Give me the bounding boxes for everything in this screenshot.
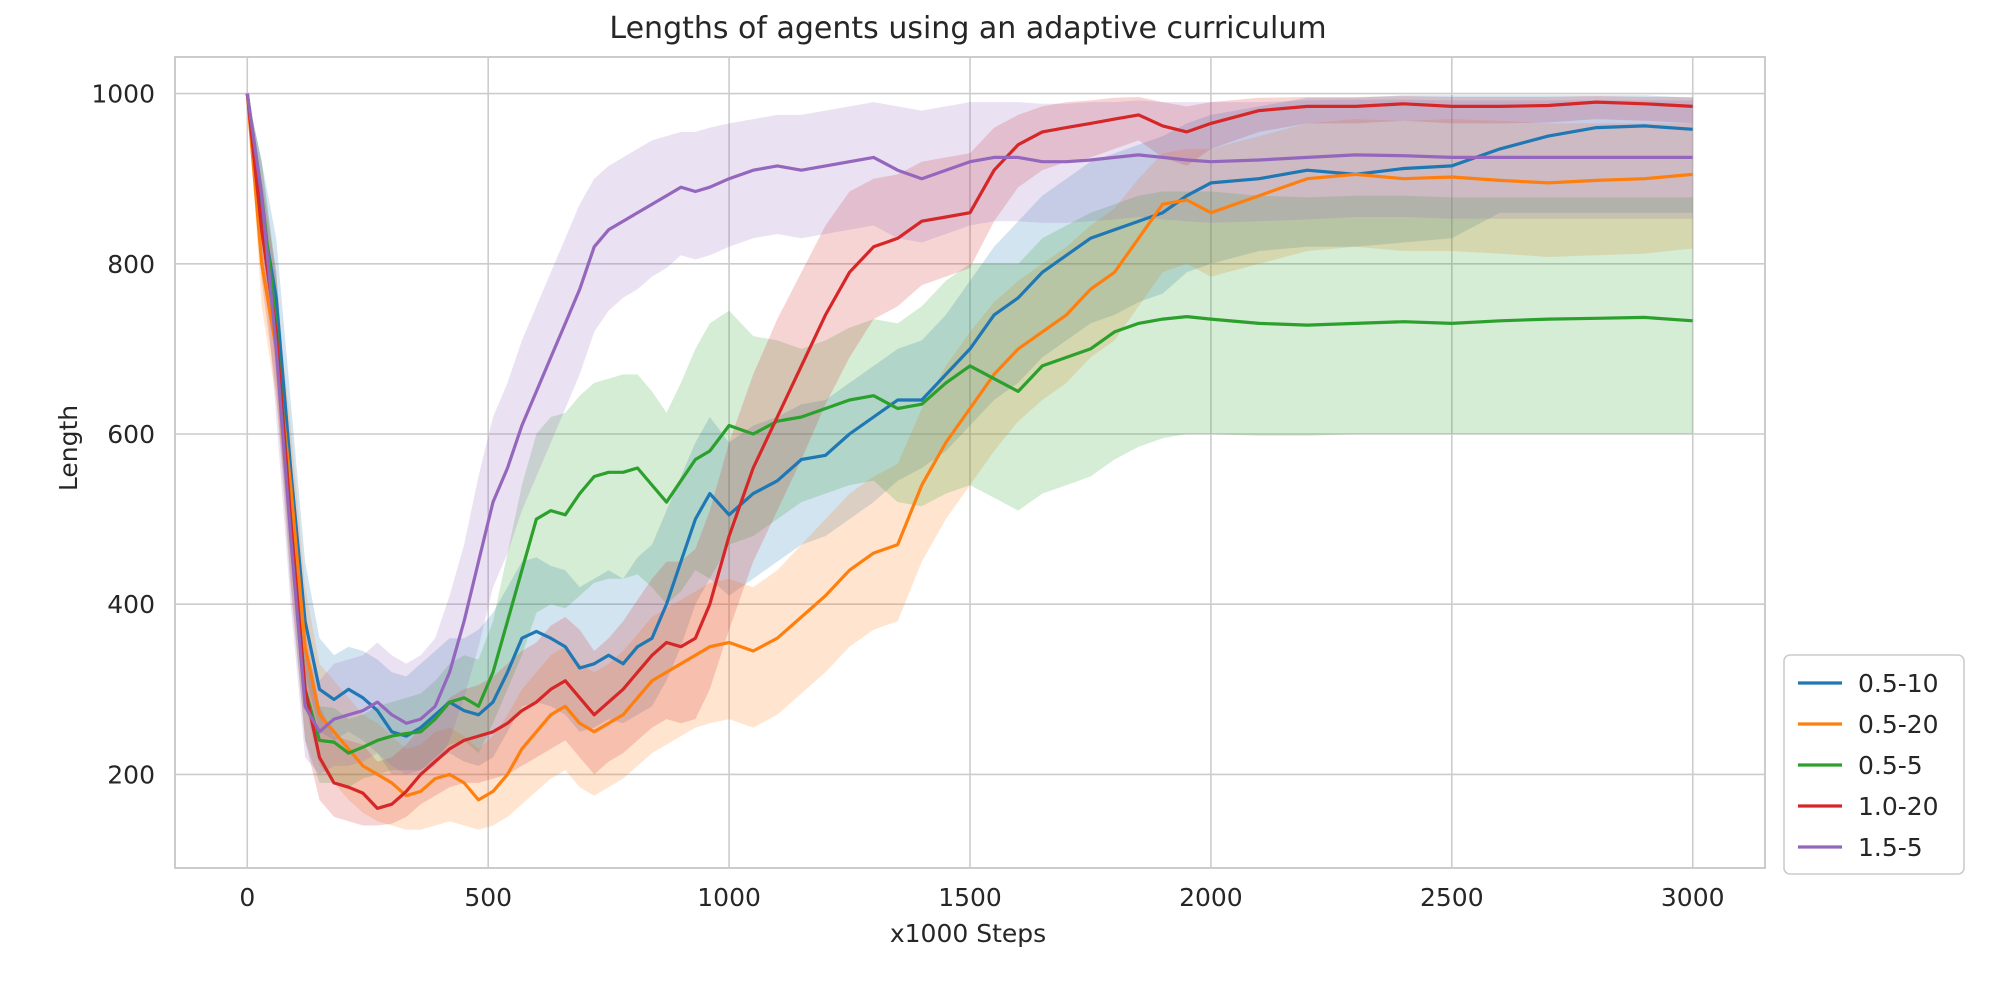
confidence-bands (247, 93, 1693, 830)
y-axis-label: Length (54, 405, 83, 491)
x-tick-label: 1000 (697, 883, 761, 912)
legend-label: 0.5-5 (1858, 751, 1923, 780)
band-1.5-5 (247, 93, 1693, 775)
x-tick-labels: 0 500 1000 1500 2000 2500 3000 (239, 883, 1724, 912)
x-tick-label: 1500 (938, 883, 1002, 912)
y-tick-label: 600 (107, 420, 155, 449)
x-tick-label: 2000 (1179, 883, 1243, 912)
legend-label: 0.5-10 (1858, 669, 1939, 698)
plot-area-frame (174, 56, 1766, 869)
legend-label: 0.5-20 (1858, 710, 1939, 739)
chart-title: Lengths of agents using an adaptive curr… (609, 11, 1326, 46)
band-0.5-10 (247, 93, 1693, 775)
y-tick-labels: 200 400 600 800 1000 (91, 80, 155, 790)
band-0.5-5 (247, 93, 1693, 788)
series-line-1.5-5 (245, 93, 1693, 734)
band-0.5-20 (247, 93, 1693, 830)
x-tick-label: 2500 (1420, 883, 1484, 912)
y-tick-label: 200 (107, 760, 155, 789)
series-line-0.5-20 (245, 93, 1693, 802)
legend-box (1783, 654, 1965, 875)
legend: 0.5-10 0.5-20 0.5-5 1.0-20 1.5-5 (1783, 654, 1965, 875)
series-line-1.0-20 (245, 93, 1693, 811)
grid-lines (175, 57, 1765, 868)
series-lines (245, 93, 1693, 811)
x-tick-label: 3000 (1661, 883, 1725, 912)
x-tick-label: 500 (464, 883, 512, 912)
series-line-0.5-5 (245, 93, 1693, 755)
band-1.0-20 (247, 93, 1693, 826)
y-tick-label: 400 (107, 590, 155, 619)
x-tick-label: 0 (239, 883, 255, 912)
y-tick-label: 1000 (91, 80, 155, 109)
x-axis-label: x1000 Steps (890, 919, 1046, 948)
legend-label: 1.5-5 (1858, 833, 1923, 862)
legend-label: 1.0-20 (1858, 792, 1939, 821)
y-tick-label: 800 (107, 250, 155, 279)
